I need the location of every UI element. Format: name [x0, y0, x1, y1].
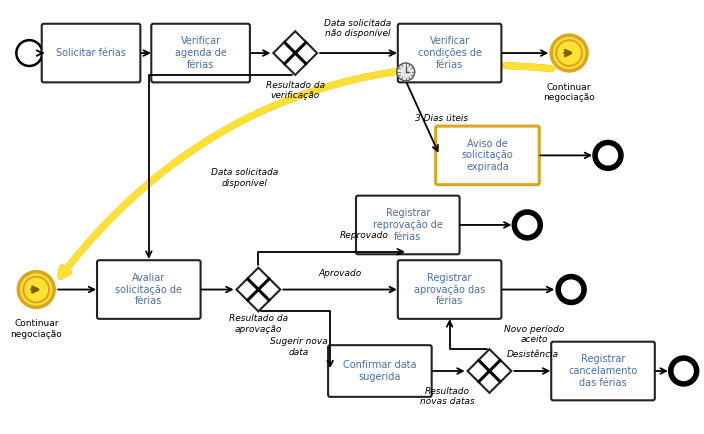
FancyBboxPatch shape: [398, 260, 501, 319]
Text: Aprovado: Aprovado: [318, 269, 362, 278]
Polygon shape: [467, 349, 511, 393]
Circle shape: [23, 276, 49, 302]
Text: Confirmar data
sugerida: Confirmar data sugerida: [343, 360, 417, 382]
Text: Continuar
negociação: Continuar negociação: [11, 319, 62, 339]
FancyArrowPatch shape: [61, 65, 551, 276]
FancyBboxPatch shape: [151, 24, 250, 82]
Text: Reprovado: Reprovado: [340, 231, 389, 240]
FancyArrowPatch shape: [61, 65, 551, 276]
Text: Registrar
cancelamento
das férias: Registrar cancelamento das férias: [568, 355, 638, 388]
FancyBboxPatch shape: [42, 24, 140, 82]
Text: Continuar
negociação: Continuar negociação: [543, 83, 595, 102]
Circle shape: [397, 63, 415, 81]
Circle shape: [551, 35, 587, 71]
FancyBboxPatch shape: [436, 126, 539, 185]
FancyBboxPatch shape: [97, 260, 201, 319]
Text: Data solicitada
disponível: Data solicitada disponível: [210, 168, 278, 188]
Text: Aviso de
solicitação
expirada: Aviso de solicitação expirada: [462, 139, 513, 172]
Text: Resultado da
aprovação: Resultado da aprovação: [229, 314, 288, 334]
FancyBboxPatch shape: [328, 345, 432, 397]
Text: Avaliar
solicitação de
férias: Avaliar solicitação de férias: [115, 273, 182, 306]
Text: Sugerir nova
data: Sugerir nova data: [270, 338, 328, 357]
Text: Resultado da
verificação: Resultado da verificação: [265, 81, 325, 100]
Text: Resultado
novas datas: Resultado novas datas: [420, 387, 475, 406]
FancyBboxPatch shape: [356, 196, 460, 254]
Text: Solicitar férias: Solicitar férias: [56, 48, 126, 58]
Text: Registrar
reprovação de
férias: Registrar reprovação de férias: [373, 208, 443, 242]
Polygon shape: [237, 268, 280, 311]
Circle shape: [556, 40, 582, 66]
Circle shape: [18, 272, 54, 307]
Text: Data solicitada
não disponível: Data solicitada não disponível: [325, 19, 391, 38]
Text: Verificar
condições de
férias: Verificar condições de férias: [417, 36, 482, 69]
Text: Novo período
aceito: Novo período aceito: [504, 325, 565, 344]
Text: Verificar
agenda de
férias: Verificar agenda de férias: [175, 36, 227, 69]
Text: Desistência: Desistência: [507, 350, 560, 359]
Text: 3 Dias úteis: 3 Dias úteis: [415, 114, 468, 123]
Polygon shape: [273, 31, 317, 75]
Text: Registrar
aprovação das
férias: Registrar aprovação das férias: [414, 273, 485, 306]
FancyBboxPatch shape: [398, 24, 501, 82]
FancyBboxPatch shape: [551, 342, 655, 400]
